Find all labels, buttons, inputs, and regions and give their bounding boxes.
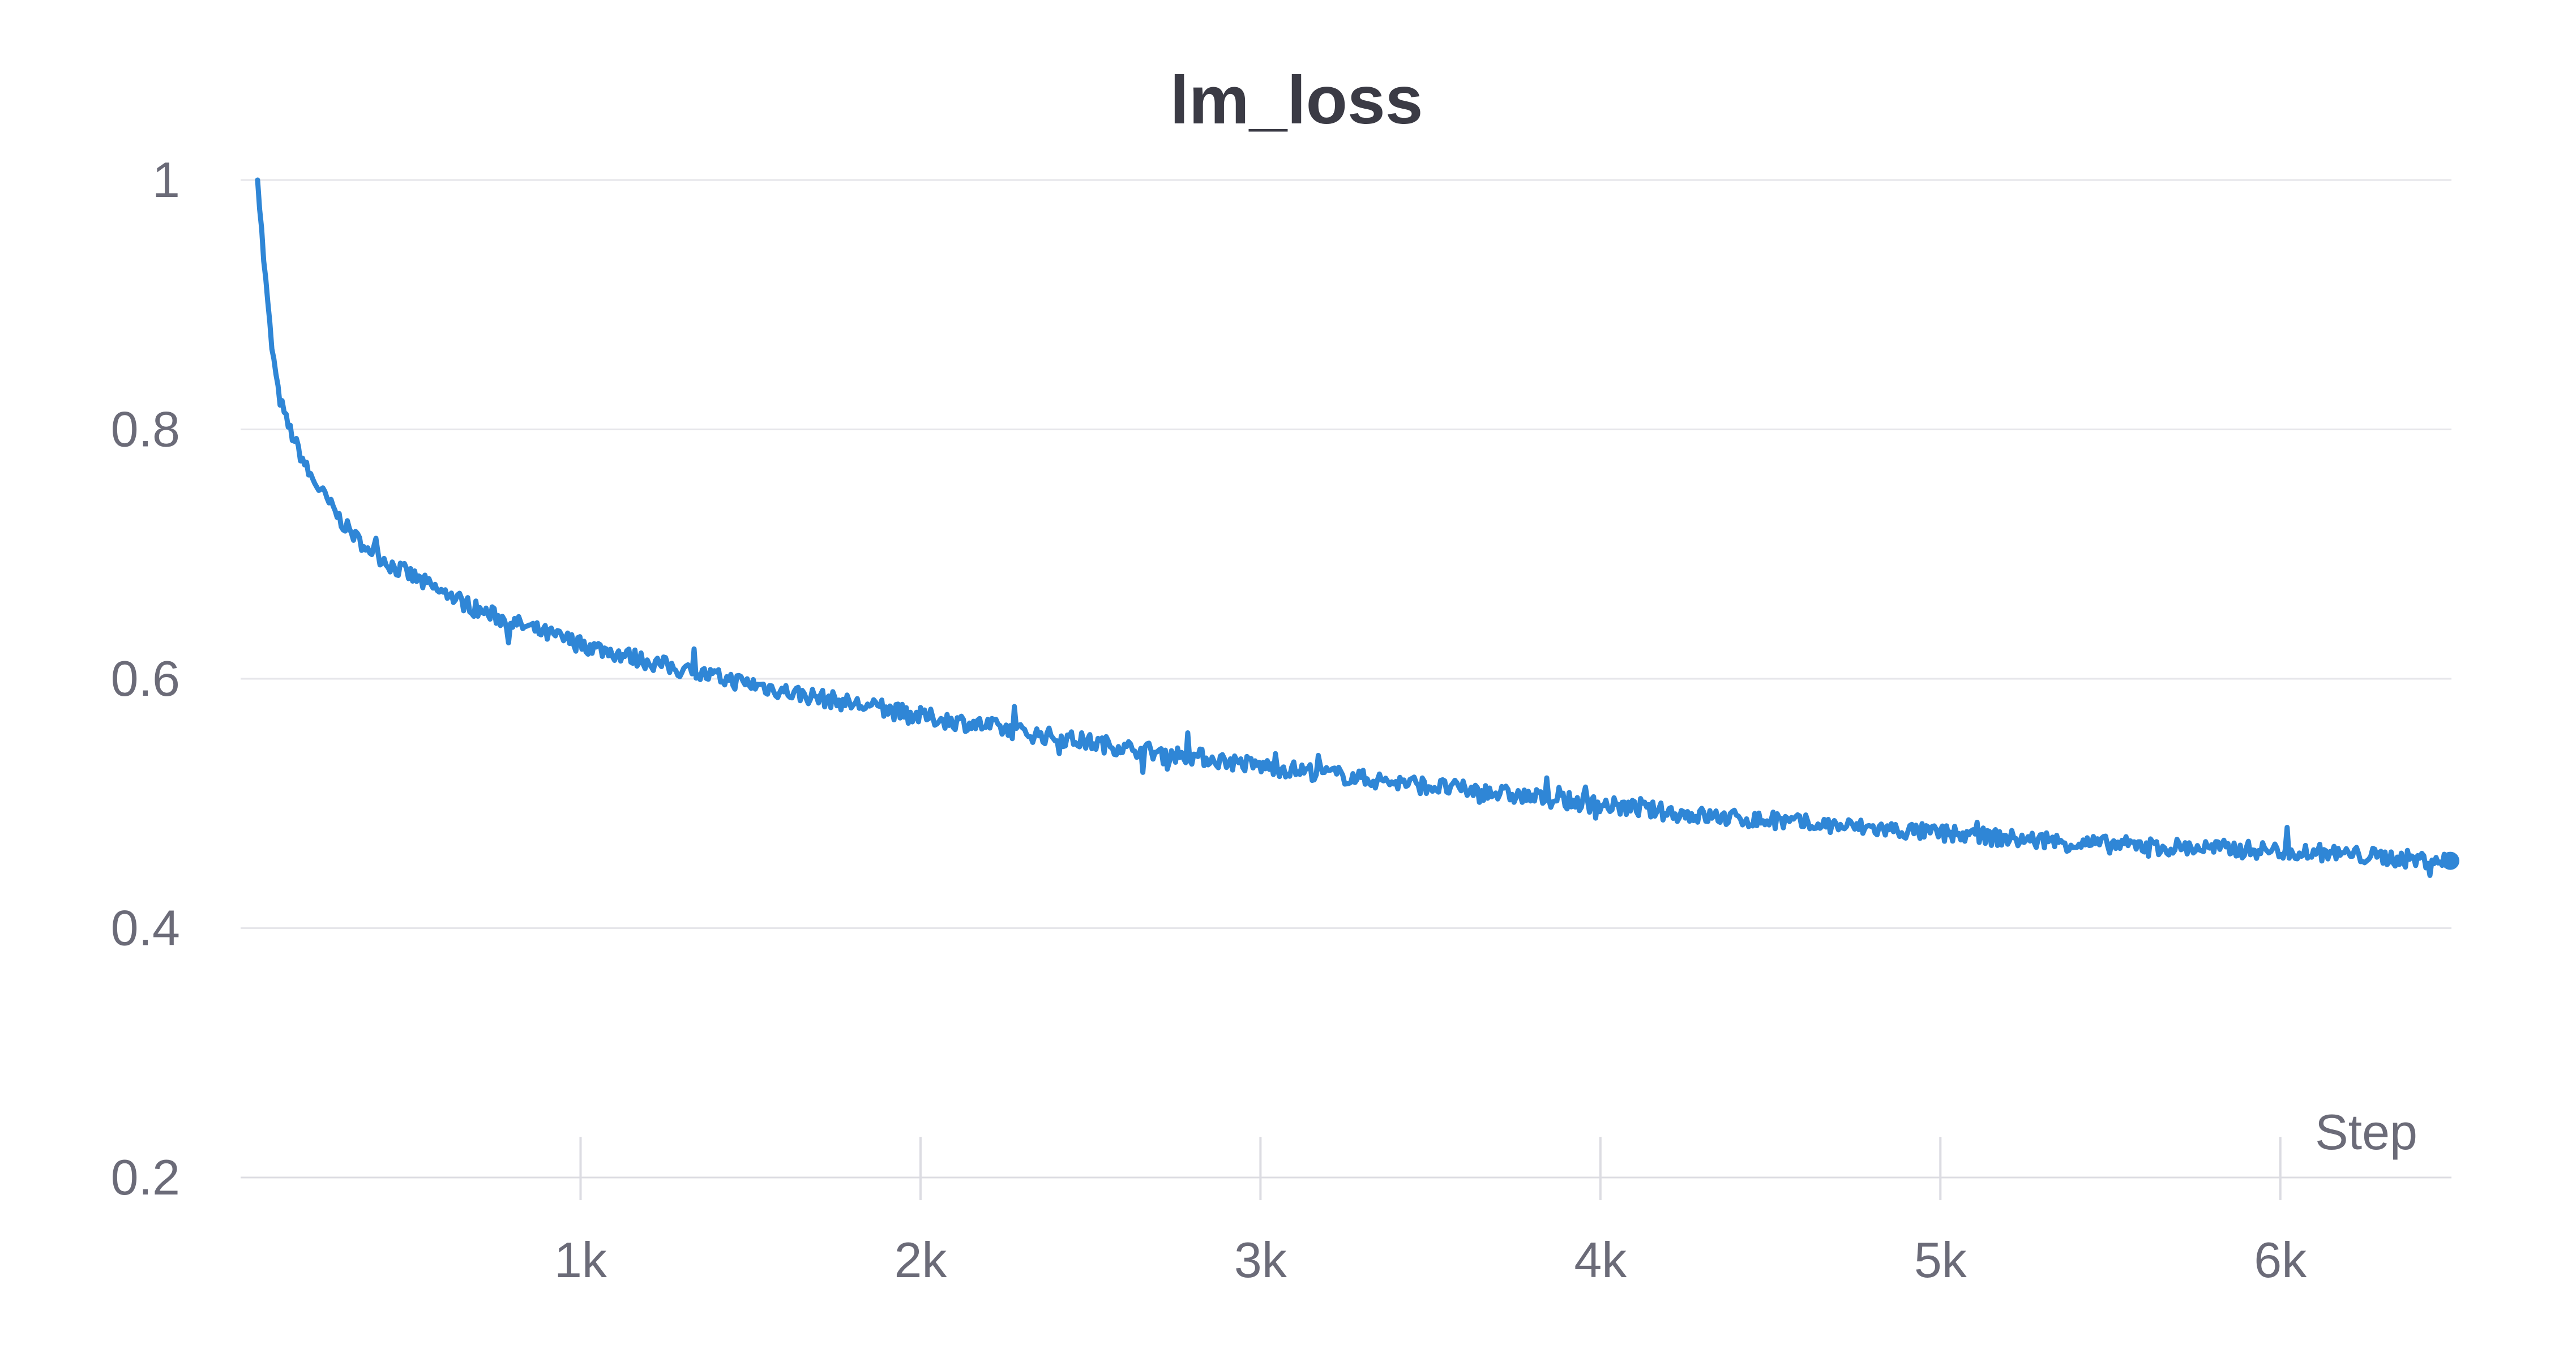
x-tick-label: 2k xyxy=(894,1232,947,1288)
x-tick-label: 1k xyxy=(554,1232,607,1288)
x-axis xyxy=(241,1137,2451,1200)
gridlines xyxy=(241,179,2451,929)
x-tick-label: 4k xyxy=(1574,1232,1627,1288)
x-tick-label: 5k xyxy=(1914,1232,1967,1288)
x-axis-title: Step xyxy=(2315,1104,2417,1160)
y-tick-label: 0.4 xyxy=(111,900,180,956)
chart-title: lm_loss xyxy=(1170,62,1423,138)
y-tick-label: 1 xyxy=(152,152,180,208)
x-tick-label: 6k xyxy=(2254,1232,2307,1288)
series-line-0 xyxy=(255,177,2453,878)
y-axis-tick-labels: 0.2 0.4 0.6 0.8 1 xyxy=(111,152,180,1205)
y-tick-label: 0.6 xyxy=(111,650,180,707)
series-end-point xyxy=(2441,851,2459,870)
y-tick-label: 0.8 xyxy=(111,401,180,457)
series-layer xyxy=(255,177,2459,878)
y-tick-label: 0.2 xyxy=(111,1149,180,1205)
x-tick-label: 3k xyxy=(1234,1232,1287,1288)
x-axis-tick-labels: 1k 2k 3k 4k 5k 6k xyxy=(554,1232,2307,1288)
